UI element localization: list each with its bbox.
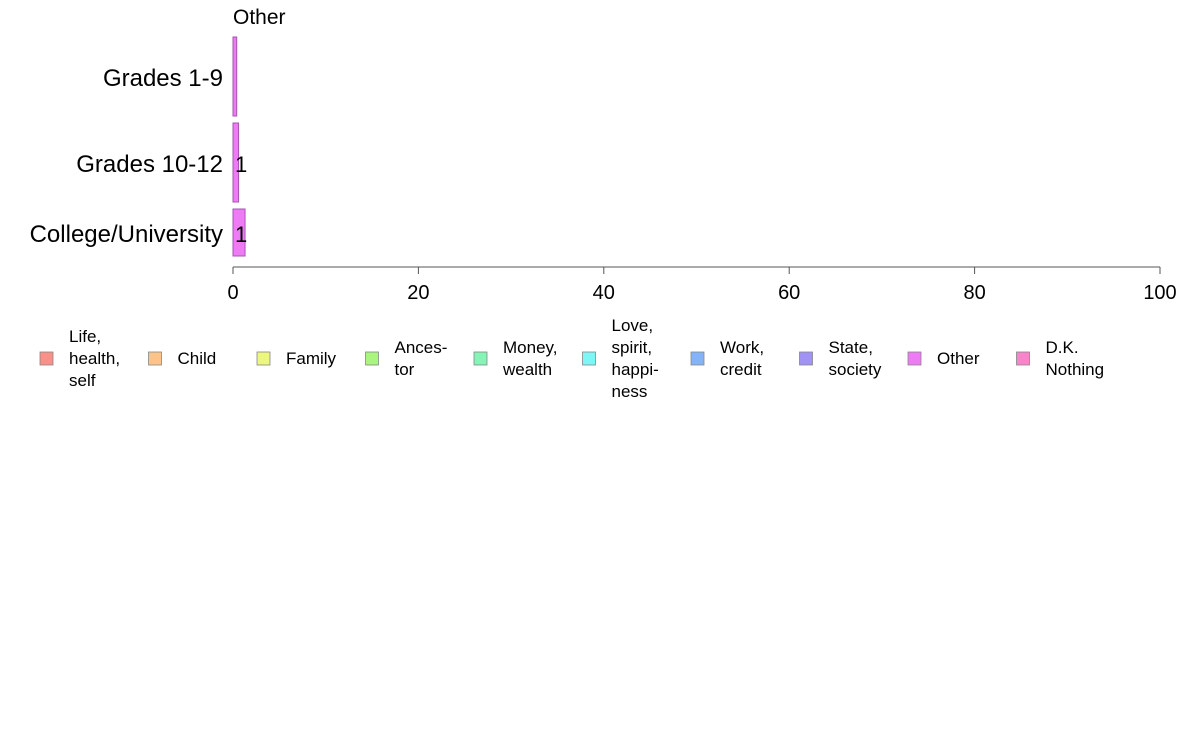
- legend-label: Child: [178, 349, 217, 368]
- legend-label: Love,: [612, 316, 654, 335]
- legend-label: spirit,: [612, 338, 653, 357]
- legend-item: Child: [148, 349, 217, 368]
- legend-label: Family: [286, 349, 337, 368]
- legend-swatch: [1016, 351, 1030, 366]
- legend-swatch: [473, 351, 488, 366]
- legend-label: happi-: [612, 360, 659, 379]
- legend-label: ness: [612, 382, 648, 401]
- legend-label: Money,: [503, 338, 558, 357]
- legend-label: Life,: [69, 327, 101, 346]
- x-axis: 0 20 40 60 80 100: [227, 266, 1177, 304]
- x-tick-label: 40: [593, 282, 615, 304]
- legend-label: society: [829, 360, 882, 379]
- legend-item: Other: [907, 349, 980, 368]
- legend-label: D.K.: [1046, 338, 1079, 357]
- bar-data-label: 1: [235, 152, 247, 177]
- legend-label: State,: [829, 338, 873, 357]
- category-label: Grades 10-12: [76, 151, 223, 178]
- bar: [232, 36, 238, 117]
- legend-item: Life, health, self: [39, 327, 120, 390]
- legend-swatch: [148, 351, 162, 366]
- x-tick-label: 60: [778, 282, 800, 304]
- legend-swatch: [690, 351, 705, 366]
- legend-swatch: [582, 351, 596, 366]
- legend-item: Money, wealth: [473, 338, 558, 379]
- legend-label: Ances-: [395, 338, 448, 357]
- x-tick-label: 80: [963, 282, 985, 304]
- x-tick-label: 0: [227, 282, 238, 304]
- legend-item: State, society: [799, 338, 882, 379]
- legend-swatch: [907, 351, 922, 366]
- category-label: College/University: [30, 221, 223, 248]
- legend-label: Work,: [720, 338, 764, 357]
- panel-title: Other: [233, 6, 286, 29]
- legend-item: Work, credit: [690, 338, 764, 379]
- legend-item: Ances-tor: [365, 338, 448, 379]
- legend-swatch: [39, 351, 54, 366]
- legend-label: Other: [937, 349, 980, 368]
- legend: Life, health, self Child Family Ances-tor Mone…: [39, 316, 1105, 401]
- legend-label: wealth: [502, 360, 552, 379]
- bar-data-label: 1: [235, 222, 247, 247]
- legend-label: health,: [69, 349, 120, 368]
- legend-item: Family: [256, 349, 337, 368]
- legend-label: self: [69, 371, 96, 390]
- legend-swatch: [256, 351, 271, 366]
- category-label: Grades 1-9: [103, 65, 223, 92]
- bar: [232, 208, 246, 257]
- bars-group: Grades 1-9 Grades 10-12 1 College/Universit…: [30, 36, 247, 257]
- legend-label: tor: [395, 360, 415, 379]
- x-tick-label: 20: [407, 282, 429, 304]
- legend-swatch: [799, 351, 813, 366]
- legend-item: Love, spirit, happi-ness: [582, 316, 659, 401]
- bar: [232, 122, 240, 203]
- legend-label: credit: [720, 360, 762, 379]
- x-tick-label: 100: [1143, 282, 1176, 304]
- legend-swatch: [365, 351, 379, 366]
- legend-item: D.K. Nothing: [1016, 338, 1105, 379]
- legend-label: Nothing: [1046, 360, 1105, 379]
